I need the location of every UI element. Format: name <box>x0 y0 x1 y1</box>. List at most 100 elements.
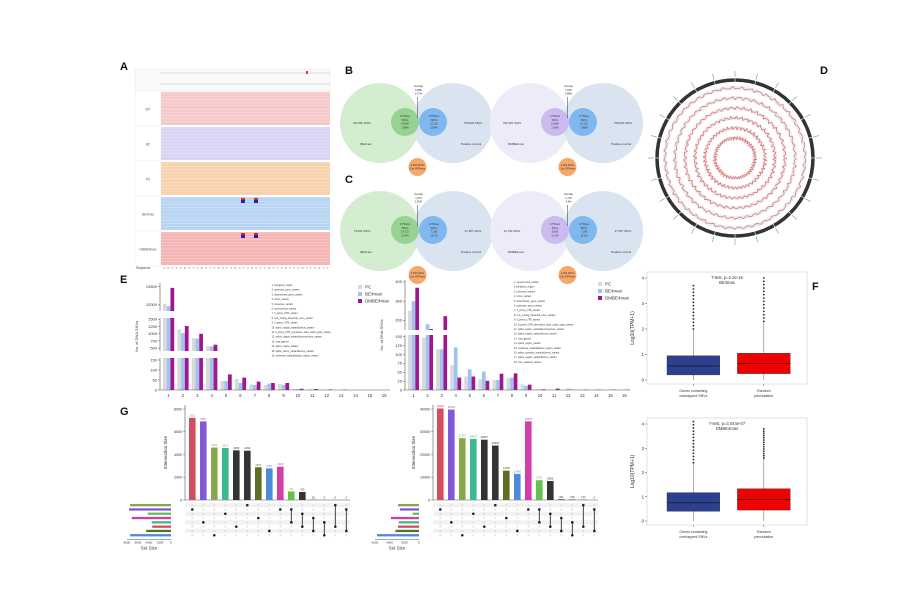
outlier-point <box>762 439 765 441</box>
bar-PC <box>478 379 482 390</box>
venn-casoffinder-text: Cas-OFFinder <box>560 276 576 279</box>
venn-right-name: Positive control <box>461 250 482 254</box>
y-tick-label: 2 <box>641 470 644 475</box>
matrix-dot-empty <box>516 504 519 507</box>
category-annotation: 15. splice_donor_variant&intron_variant <box>272 350 314 353</box>
circos-snv-density-line <box>683 106 788 210</box>
matrix-dot-empty <box>582 529 585 532</box>
panel-label-D: D <box>820 65 828 77</box>
outlier-point <box>762 432 765 435</box>
matrix-dot-empty <box>224 521 227 524</box>
x-tick-label: 4 <box>455 393 458 398</box>
matrix-dot-empty <box>527 504 530 507</box>
y-tick-label: 0 <box>428 498 430 502</box>
bar-DMBE4max <box>457 377 462 390</box>
x-tick-label: 7 <box>497 393 500 398</box>
matrix-dot-empty <box>257 525 260 528</box>
intersection-bar-label: 8356 <box>547 476 553 480</box>
outlier-point <box>692 455 695 458</box>
matrix-dot-empty <box>483 508 486 511</box>
venn-right-count: 47,387 SNVs <box>615 229 632 233</box>
venn-inner-left-text: 14,722 <box>401 230 409 234</box>
igv-base: T <box>226 266 228 270</box>
intersection-bar-label: 301 <box>559 495 564 499</box>
circos-chromosome-divider <box>754 80 756 85</box>
bar-DMBE4max <box>471 376 476 390</box>
circos-tick-label <box>755 236 758 243</box>
matrix-dot-filled <box>301 512 304 516</box>
intersection-bar-label: 2929 <box>277 462 283 466</box>
y-tick-label: 1500 <box>148 317 158 322</box>
igv-marker <box>306 71 308 74</box>
matrix-dot-empty <box>213 512 216 515</box>
igv-base: A <box>281 266 283 270</box>
igv-base: G <box>171 266 173 270</box>
matrix-dot-empty <box>472 525 475 528</box>
matrix-dot-filled <box>593 508 596 511</box>
set-size-bar <box>377 534 419 537</box>
igv-track-label-cell <box>134 125 162 162</box>
outlier-point <box>692 291 695 294</box>
circos-chromosome-divider <box>678 211 682 215</box>
outlier-point <box>692 294 695 297</box>
x-tick-label: 5 <box>469 393 472 398</box>
venn-right-count: 756,833 SNVs <box>464 121 483 125</box>
bar-DMBE4max <box>429 335 434 390</box>
outlier-point <box>692 420 695 423</box>
matrix-dot-empty <box>279 529 282 532</box>
venn-right-circle <box>563 83 643 163</box>
set-size-tick-label: 2000 <box>401 540 408 544</box>
venn-inner-right-text: 1.80% <box>430 125 438 129</box>
circos-chromosome-divider <box>800 195 805 199</box>
matrix-dot-empty <box>505 512 508 515</box>
matrix-dot-empty <box>312 504 315 507</box>
bar-DMBE4max <box>170 358 175 390</box>
bar-PC <box>408 310 412 330</box>
x-tick-label: 13 <box>339 393 344 398</box>
y-tick-label: 25 <box>398 378 403 383</box>
matrix-dot-empty <box>246 521 249 524</box>
category-annotation: 9. 5_prime_UTR_variant <box>272 322 298 325</box>
x-tick-label: 1 <box>412 393 415 398</box>
category-annotation: 16. splice_acceptor_variant&intron_varia… <box>514 352 560 355</box>
matrix-dot-empty <box>582 534 585 537</box>
venn-inner-left-text: 2.08% <box>551 125 559 129</box>
venn-right-circle <box>413 83 493 163</box>
intersection-bar <box>547 480 554 500</box>
outlier-point <box>692 436 695 439</box>
bar-DMBE4max <box>443 335 448 390</box>
y-tick-label: 300 <box>395 298 402 303</box>
matrix-dot-empty <box>505 525 508 528</box>
venn-inner-right <box>569 216 597 244</box>
matrix-dot-empty <box>571 508 574 511</box>
matrix-dot-empty <box>560 534 563 537</box>
legend-swatch <box>598 296 602 300</box>
bar-PC <box>506 378 511 390</box>
x-tick-label: Random <box>757 530 771 534</box>
venn-right-name: Positive control <box>461 142 482 146</box>
venn-inner-left-text: 16,800 <box>401 122 409 126</box>
matrix-dot-empty <box>235 521 238 524</box>
outlier-point <box>692 321 695 324</box>
bar-PC <box>206 346 210 351</box>
y-axis-label: Log10(TPM+1) <box>630 311 636 345</box>
igv-base: T <box>209 266 211 270</box>
venn-inner-right <box>419 216 447 244</box>
matrix-dot-empty <box>213 504 216 507</box>
plot-subtitle: DMBE4max <box>716 426 739 431</box>
igv-track-name: WT <box>146 108 151 112</box>
legend-swatch <box>358 299 362 303</box>
bar-DMBE4max <box>299 388 304 390</box>
venn-casoffinder-circle <box>408 158 427 176</box>
matrix-dot-empty <box>235 508 238 511</box>
panel-label-F: F <box>812 281 819 293</box>
matrix-dot-filled <box>323 533 326 537</box>
bar-PC <box>492 380 497 390</box>
bar-BE4max <box>181 358 185 390</box>
category-annotation: 2. upstream_gene_variant <box>272 289 300 292</box>
venn-left-count: 73,624 SNVs <box>354 229 371 233</box>
outlier-point <box>762 430 765 432</box>
outlier-point <box>762 287 765 289</box>
outlier-point <box>762 300 765 303</box>
matrix-row <box>185 511 350 516</box>
